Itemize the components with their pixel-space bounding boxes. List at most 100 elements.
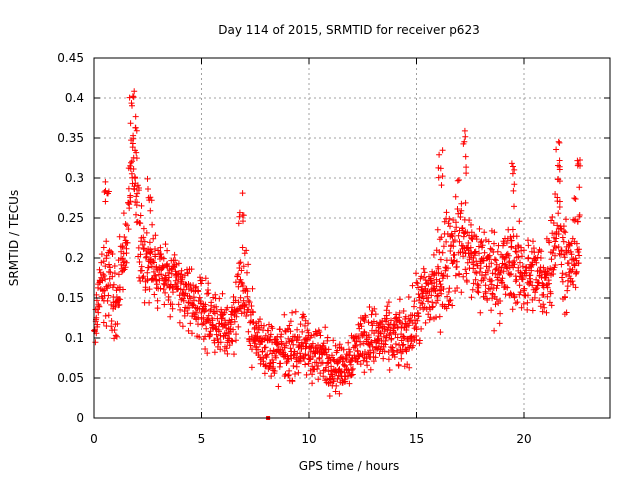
plot-frame: [93, 57, 611, 419]
data-point: [108, 318, 115, 324]
data-point: [497, 310, 504, 317]
data-point: [552, 252, 558, 259]
data-point: [521, 285, 528, 292]
data-point: [511, 293, 518, 300]
data-point: [290, 363, 297, 369]
data-point: [454, 177, 461, 184]
data-point: [292, 308, 299, 315]
data-point: [99, 277, 106, 284]
data-point: [315, 363, 322, 369]
data-point: [317, 370, 324, 377]
data-point: [305, 329, 312, 336]
data-point: [333, 382, 340, 389]
data-point: [277, 326, 283, 333]
data-point: [552, 262, 559, 268]
data-point: [477, 239, 484, 246]
data-point: [202, 301, 209, 308]
data-point: [477, 265, 484, 272]
data-point: [200, 336, 207, 343]
data-point: [577, 162, 583, 169]
data-point: [470, 255, 477, 261]
data-point: [429, 299, 436, 306]
data-point: [281, 311, 288, 318]
data-point: [370, 358, 377, 365]
data-point: [478, 238, 485, 245]
data-point: [149, 221, 156, 228]
data-point: [136, 185, 142, 191]
x-tick-label: 5: [198, 432, 206, 446]
data-point: [502, 254, 509, 261]
data-point: [219, 290, 226, 297]
data-point: [386, 331, 393, 338]
data-point: [555, 244, 562, 250]
data-point: [502, 262, 509, 269]
data-point: [466, 254, 473, 261]
data-point: [391, 354, 398, 360]
data-point: [178, 267, 185, 274]
data-point: [309, 340, 316, 347]
data-point: [444, 293, 451, 300]
data-point: [419, 300, 426, 307]
data-point: [160, 280, 167, 287]
axis-ticks: [93, 57, 610, 419]
data-point: [137, 220, 144, 227]
data-point: [492, 270, 499, 277]
data-point: [459, 225, 466, 231]
data-point: [343, 356, 350, 363]
data-point: [436, 249, 443, 256]
data-point: [261, 322, 267, 329]
data-point: [130, 166, 137, 172]
data-point: [112, 332, 119, 339]
data-point: [235, 271, 242, 278]
data-point: [405, 294, 412, 300]
data-point: [444, 273, 451, 280]
x-tick-label: 15: [409, 432, 424, 446]
data-point: [529, 282, 536, 289]
data-point: [285, 356, 292, 363]
data-point: [124, 239, 131, 246]
y-tick-label: 0.45: [57, 51, 84, 65]
data-point: [460, 273, 467, 280]
data-point: [316, 329, 323, 335]
data-point: [277, 360, 284, 367]
data-point: [475, 289, 482, 296]
data-point: [482, 290, 489, 297]
data-point: [439, 275, 446, 282]
data-point: [150, 235, 157, 242]
data-point: [248, 364, 255, 371]
data-point: [133, 193, 140, 200]
data-point: [337, 354, 344, 361]
data-point: [558, 251, 564, 258]
data-point: [383, 307, 390, 314]
data-point: [140, 234, 147, 241]
data-point: [171, 251, 178, 258]
data-point: [527, 279, 534, 286]
y-tick-label: 0.15: [57, 291, 84, 305]
data-point: [154, 297, 161, 304]
data-point: [152, 232, 159, 239]
data-point: [511, 181, 518, 188]
data-point: [443, 238, 450, 245]
data-point: [494, 282, 501, 289]
data-point: [395, 361, 402, 368]
data-point: [275, 383, 282, 390]
data-point: [187, 295, 194, 302]
data-point: [103, 238, 110, 245]
data-point: [403, 348, 410, 355]
data-point: [436, 287, 443, 294]
data-point: [559, 234, 566, 241]
data-point: [189, 330, 195, 337]
data-point: [389, 344, 396, 351]
data-point: [329, 373, 336, 380]
data-point: [525, 292, 531, 299]
data-point: [334, 347, 341, 354]
data-point: [552, 191, 559, 197]
data-point: [573, 240, 580, 247]
data-point: [240, 263, 247, 270]
data-point: [435, 164, 442, 171]
data-point: [441, 218, 448, 225]
data-point: [474, 262, 481, 269]
data-point: [255, 318, 262, 325]
data-point: [488, 307, 495, 314]
data-point: [511, 166, 518, 173]
